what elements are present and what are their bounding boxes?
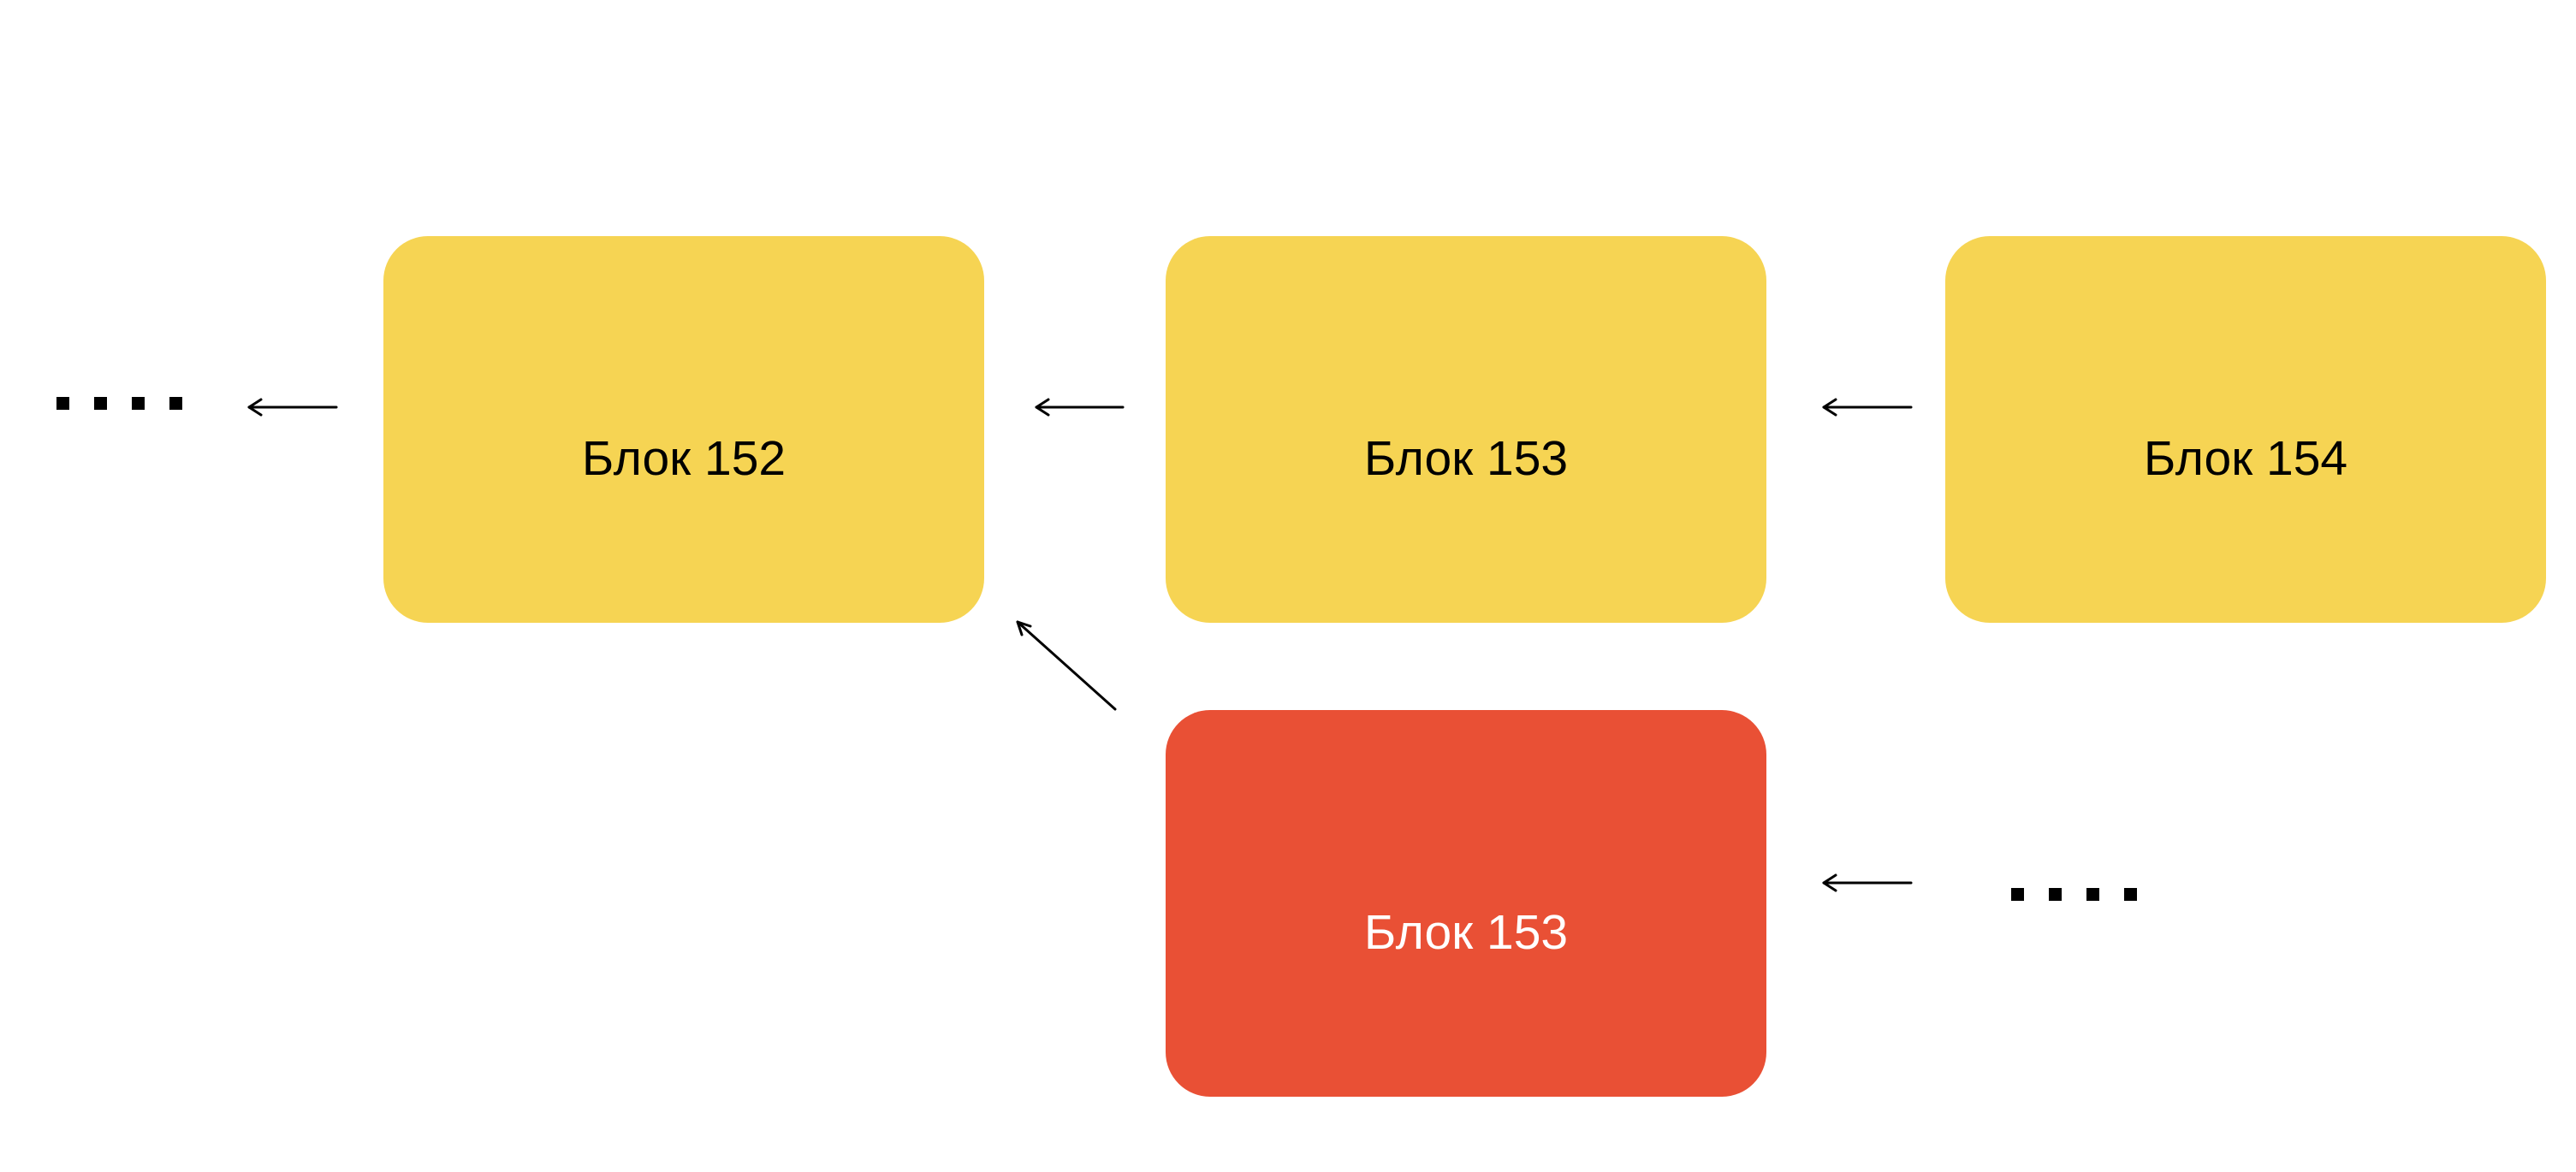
- block-153-fork-label: Блок 153: [1363, 905, 1569, 960]
- arrow-block153-to-block152: [1035, 398, 1125, 417]
- arrow-block154-to-block153: [1822, 398, 1913, 417]
- block-153: Блок 153: [1166, 236, 1766, 623]
- ellipsis-left: [56, 397, 202, 431]
- block-154: Блок 154: [1945, 236, 2546, 623]
- arrow-ellipsis-to-block153fork: [1822, 873, 1913, 892]
- block-153-label: Блок 153: [1363, 431, 1569, 486]
- arrow-block152-to-ellipsis: [247, 398, 338, 417]
- block-152-label: Блок 152: [581, 431, 786, 486]
- block-154-label: Блок 154: [2143, 431, 2348, 486]
- block-152: Блок 152: [383, 236, 984, 623]
- arrow-block153fork-to-block152: [1016, 620, 1117, 711]
- block-153-fork: Блок 153: [1166, 710, 1766, 1097]
- ellipsis-right: [2011, 888, 2157, 922]
